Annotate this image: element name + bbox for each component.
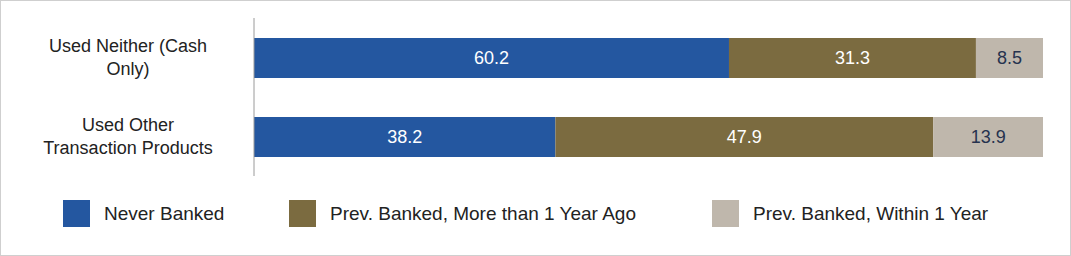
svg-text:13.9: 13.9	[971, 127, 1006, 147]
html-text:Never Banked: Never Banked	[104, 202, 225, 224]
svg-text:Used OtherTransaction Products: Used OtherTransaction Products	[43, 115, 212, 158]
svg-text:8.5: 8.5	[997, 48, 1022, 68]
svg-text:38.2: 38.2	[387, 127, 422, 147]
html-text:Prev. Banked, More than 1 Year: Prev. Banked, More than 1 Year Ago	[330, 202, 636, 224]
svg-text:47.9: 47.9	[727, 127, 762, 147]
svg-text:31.3: 31.3	[835, 48, 870, 68]
svg-text:60.2: 60.2	[474, 48, 509, 68]
svg-text:Used Neither (CashOnly): Used Neither (CashOnly)	[49, 36, 207, 79]
html-text:Prev. Banked, Within 1 Year: Prev. Banked, Within 1 Year	[753, 202, 989, 224]
